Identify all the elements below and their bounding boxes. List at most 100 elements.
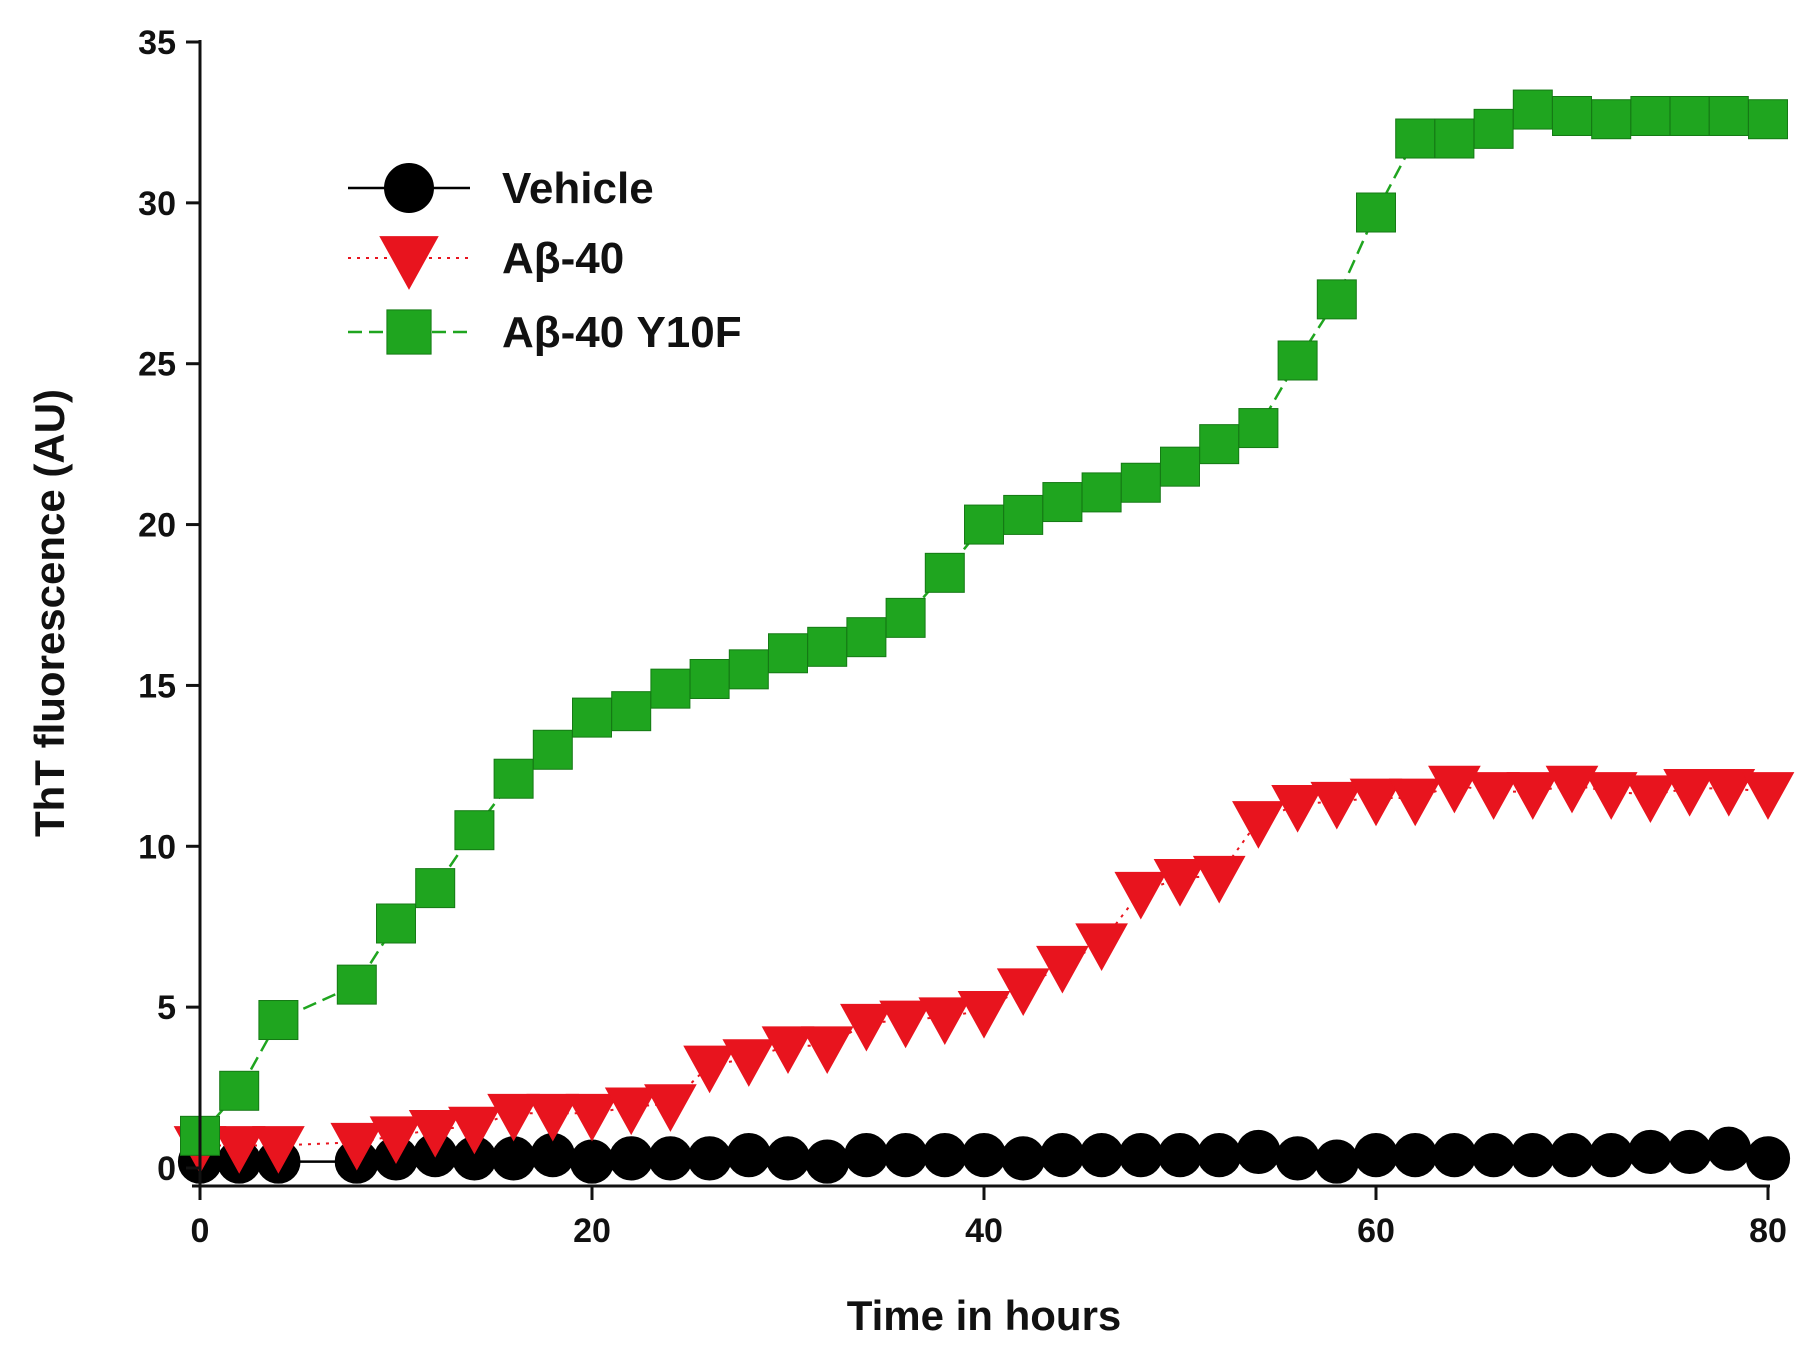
data-point — [1467, 772, 1520, 820]
legend-label: Aβ-40 — [502, 234, 624, 283]
data-point — [1506, 772, 1560, 820]
x-axis-title: Time in hours — [847, 1292, 1122, 1339]
data-point — [565, 1093, 619, 1142]
data-point — [1199, 424, 1240, 465]
data-point — [572, 697, 612, 738]
data-point — [805, 1139, 850, 1184]
data-point — [330, 1122, 384, 1171]
series-line-3 — [199, 108, 1769, 1137]
data-point — [1432, 1133, 1477, 1178]
data-point — [1706, 1126, 1751, 1171]
data-point — [1118, 1133, 1163, 1178]
data-point — [1036, 945, 1089, 994]
data-point — [918, 997, 972, 1046]
data-point — [1624, 775, 1677, 824]
y-axis-title: ThT fluorescence (AU) — [26, 389, 73, 837]
data-point — [454, 810, 495, 851]
data-point — [1628, 1129, 1673, 1175]
data-point — [687, 1136, 732, 1181]
data-point — [1545, 765, 1599, 814]
data-point — [768, 633, 808, 674]
data-point — [1079, 1133, 1124, 1178]
data-point — [1434, 118, 1475, 159]
data-point — [807, 626, 848, 667]
data-point — [1160, 446, 1200, 487]
data-point — [1630, 95, 1671, 136]
data-point — [728, 649, 769, 690]
data-point — [1277, 340, 1318, 381]
data-point — [1584, 772, 1638, 820]
x-tick-label: 80 — [1749, 1212, 1787, 1250]
data-point — [1708, 95, 1749, 136]
data-point — [493, 758, 534, 799]
y-tick-label: 30 — [138, 185, 176, 223]
legend-marker — [379, 236, 439, 290]
data-point — [376, 903, 416, 944]
data-point — [1197, 1133, 1242, 1178]
data-point — [611, 691, 652, 732]
legend-item: Aβ-40 Y10F — [348, 308, 742, 357]
data-point — [924, 552, 965, 593]
data-point — [1473, 108, 1514, 149]
data-point — [212, 1126, 266, 1174]
data-point — [1075, 923, 1128, 972]
data-point — [761, 1026, 815, 1074]
data-point — [1663, 768, 1716, 817]
data-point — [879, 1000, 932, 1049]
data-point — [964, 504, 1004, 545]
data-point — [1153, 859, 1207, 907]
data-point — [1232, 801, 1285, 849]
y-tick-label: 20 — [138, 507, 176, 545]
ticks: 0 5 10 15 20 25 30 35 0 20 40 60 80 — [138, 24, 1787, 1250]
data-point — [1353, 1133, 1399, 1178]
data-point — [1741, 772, 1795, 820]
legend-item: Vehicle — [348, 163, 654, 213]
data-point — [1395, 118, 1436, 159]
data-point — [448, 1106, 501, 1155]
data-point — [1591, 99, 1632, 140]
data-point — [532, 729, 573, 770]
data-point — [609, 1136, 654, 1181]
series-line-2 — [200, 784, 1769, 1147]
axes — [192, 40, 1770, 1188]
data-point — [1310, 781, 1364, 830]
data-point — [840, 1003, 893, 1052]
data-point — [844, 1133, 889, 1178]
data-point — [1238, 408, 1279, 449]
y-tick-label: 10 — [138, 828, 176, 866]
data-point — [219, 1070, 260, 1111]
data-point — [1001, 1136, 1046, 1181]
x-tick-label: 0 — [191, 1212, 210, 1250]
data-point — [961, 1133, 1007, 1178]
x-tick-label: 60 — [1357, 1212, 1395, 1250]
data-point — [369, 1116, 423, 1165]
data-point — [1114, 871, 1168, 920]
data-point — [491, 1136, 536, 1181]
x-tick-label: 40 — [965, 1212, 1003, 1250]
y-tick-label: 35 — [138, 24, 176, 62]
series-markers — [173, 89, 1795, 1184]
data-point — [252, 1126, 305, 1174]
data-point — [1081, 472, 1122, 513]
data-point — [683, 1045, 736, 1094]
legend: Vehicle Aβ-40 Aβ-40 Y10F — [348, 163, 742, 357]
data-point — [1745, 1136, 1791, 1181]
data-point — [726, 1133, 771, 1178]
data-point — [1393, 1133, 1438, 1178]
data-point — [922, 1133, 967, 1178]
data-point — [1236, 1129, 1281, 1175]
data-point — [1552, 95, 1592, 136]
data-point — [996, 968, 1050, 1017]
data-point — [846, 617, 887, 658]
data-point — [408, 1109, 462, 1158]
data-point — [604, 1087, 658, 1136]
data-point — [1275, 1136, 1320, 1181]
data-point — [1702, 768, 1756, 817]
data-point — [1271, 785, 1324, 833]
data-point — [1667, 1129, 1712, 1175]
data-point — [1314, 1139, 1359, 1184]
legend-item: Aβ-40 — [348, 234, 624, 290]
data-point — [1003, 494, 1044, 535]
data-point — [650, 668, 691, 709]
